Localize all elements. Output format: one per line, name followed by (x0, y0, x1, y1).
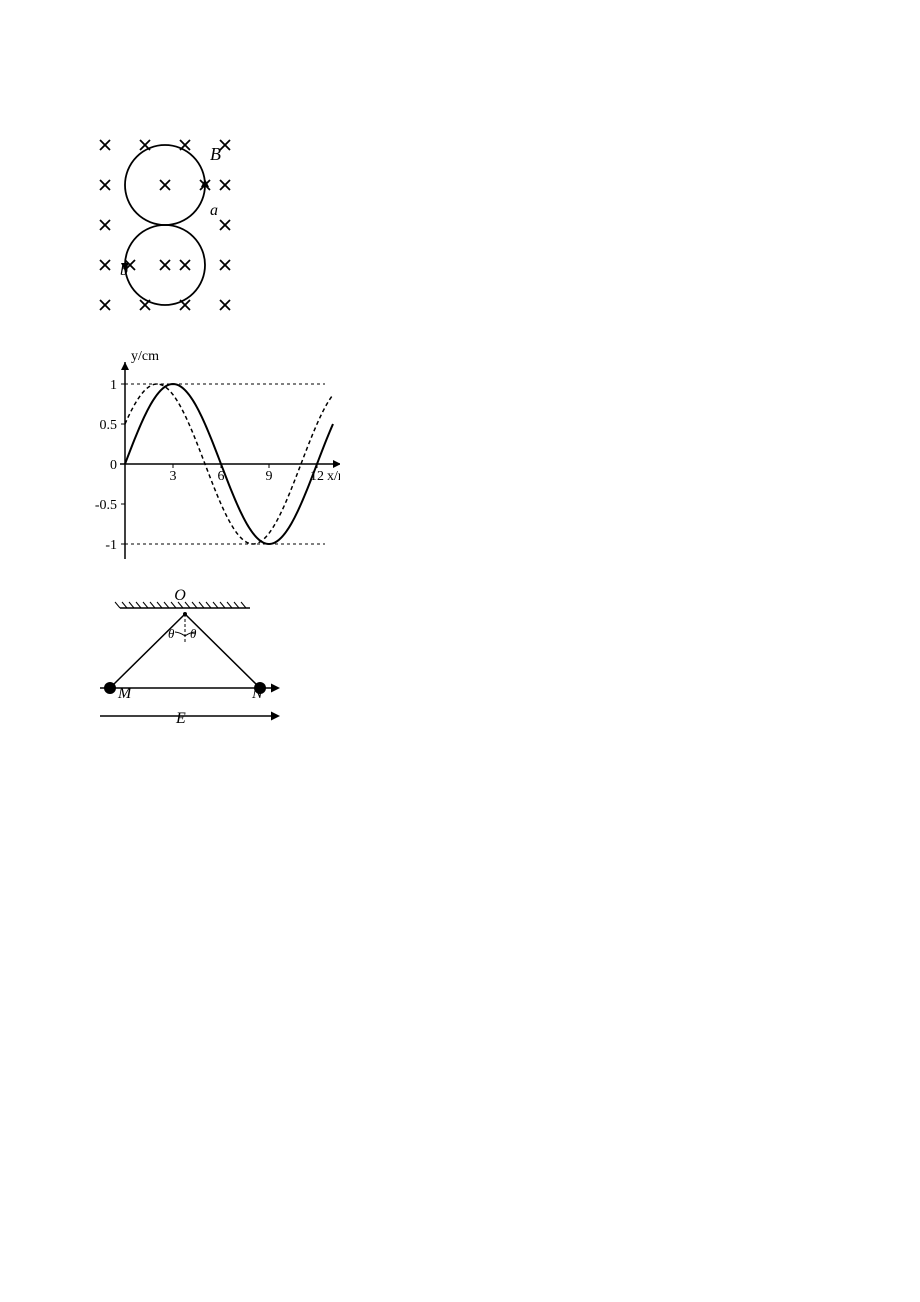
svg-text:E: E (175, 710, 186, 727)
svg-text:y/cm: y/cm (131, 349, 159, 364)
q10-figure: 10.50-0.5-136912y/cmx/m (80, 349, 840, 568)
svg-text:-1: -1 (105, 538, 117, 553)
svg-text:M: M (117, 685, 133, 702)
q9-figure: Ba b (80, 120, 840, 329)
svg-text:0: 0 (110, 458, 117, 473)
svg-text:B: B (210, 144, 221, 164)
svg-text:N: N (251, 685, 264, 702)
svg-text:9: 9 (266, 469, 273, 484)
svg-text:b: b (120, 262, 128, 279)
q11-figure: O M N Eθθ (80, 588, 840, 747)
svg-text:θ: θ (190, 626, 197, 641)
svg-text:O: O (174, 588, 186, 604)
svg-text:θ: θ (168, 626, 175, 641)
svg-text:x/m: x/m (327, 469, 340, 484)
svg-text:0.5: 0.5 (100, 418, 118, 433)
svg-text:3: 3 (170, 469, 177, 484)
svg-text:-0.5: -0.5 (95, 498, 117, 513)
svg-text:1: 1 (110, 378, 117, 393)
svg-text:a: a (210, 202, 218, 219)
